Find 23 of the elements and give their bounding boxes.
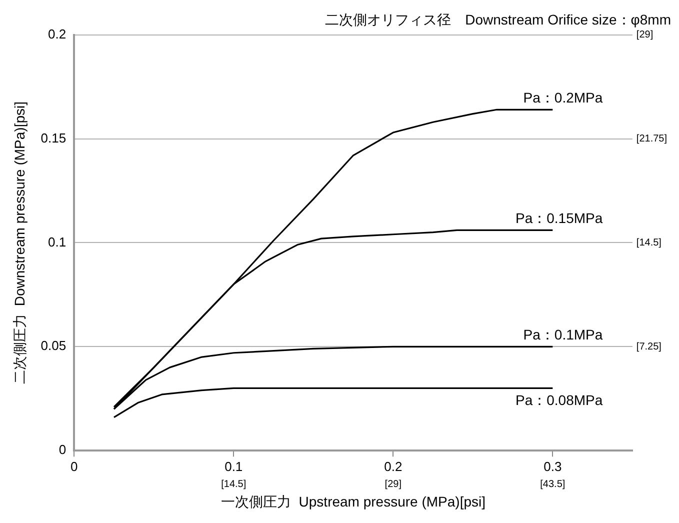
- y2-tick-label: [14.5]: [636, 237, 662, 248]
- y-tick-label: 0.15: [40, 130, 66, 146]
- y-tick-label: 0.05: [40, 338, 66, 354]
- y-tick-label: 0: [58, 442, 66, 458]
- y2-tick-label: [29]: [636, 30, 654, 41]
- x-axis-title: 一次側圧力 Upstream pressure (MPa)[psi]: [221, 493, 486, 510]
- x-tick-label: 0.3: [544, 458, 562, 474]
- x-tick-label: 0: [70, 458, 78, 474]
- x2-tick-label: [14.5]: [221, 478, 246, 490]
- x2-tick-label: [29]: [384, 478, 402, 490]
- y-axis-title: 二次側圧力 Downstream pressure (MPa)[psi]: [11, 101, 28, 384]
- x-tick-label: 0.1: [224, 458, 243, 474]
- x-tick-label: 0.2: [384, 458, 402, 474]
- y2-tick-label: [7.25]: [636, 341, 662, 352]
- y2-tick-label: [21.75]: [636, 134, 668, 144]
- y-tick-label: 0.1: [48, 234, 66, 250]
- series-label: Pa：0.1MPa: [523, 326, 603, 343]
- series-label: Pa：0.15MPa: [515, 210, 603, 226]
- series-label: Pa：0.2MPa: [523, 90, 603, 106]
- series-label: Pa：0.08MPa: [515, 392, 603, 408]
- x2-tick-label: [43.5]: [540, 478, 566, 490]
- chart-title: 二次側オリフィス径 Downstream Orifice size：φ8mm: [325, 11, 671, 28]
- y-tick-label: 0.2: [48, 26, 66, 42]
